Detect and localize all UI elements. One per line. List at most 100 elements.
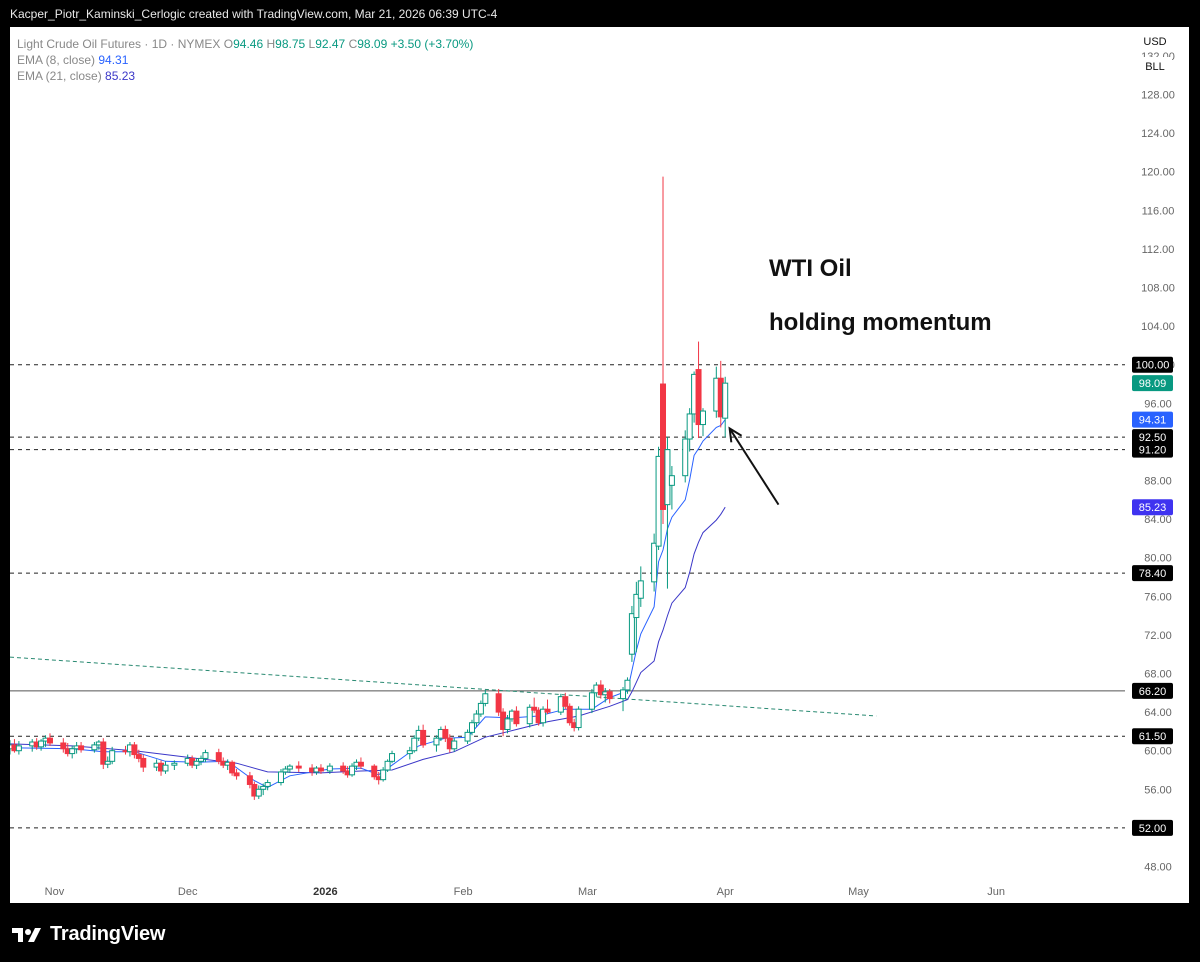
currency-button[interactable]: USD	[1138, 32, 1172, 52]
candle	[651, 533, 658, 592]
level-tag-3-bg	[1132, 565, 1173, 582]
candle-body	[477, 702, 484, 715]
legend-low: 92.47	[315, 37, 346, 51]
y-tick-label: 96.00	[1144, 398, 1172, 410]
candle	[566, 703, 573, 726]
candle	[628, 605, 635, 662]
candle-body	[260, 785, 267, 790]
unit-button[interactable]: BLL	[1138, 57, 1172, 77]
candle	[575, 706, 582, 731]
y-tick-label: 84.00	[1144, 514, 1172, 526]
trendline	[10, 656, 877, 717]
chart-credit: Kacper_Piotr_Kaminski_Cerlogic created w…	[10, 7, 498, 21]
y-tick-label: 60.00	[1144, 746, 1172, 758]
candle-body	[131, 744, 138, 756]
candle-body	[255, 788, 262, 797]
candle	[411, 735, 418, 753]
candle	[389, 750, 396, 764]
candle	[171, 760, 178, 770]
candle	[482, 689, 489, 707]
candle	[371, 764, 378, 780]
level-tag-1: 92.50	[1132, 429, 1173, 446]
y-tick-label: 48.00	[1144, 861, 1172, 873]
candle-body	[295, 765, 302, 769]
candle	[260, 783, 267, 796]
level-tag-4-bg	[1132, 682, 1173, 699]
candle-body	[140, 757, 147, 768]
y-tick-label: 80.00	[1144, 553, 1172, 565]
level-tag-2-bg	[1132, 441, 1173, 458]
candle-body	[420, 729, 427, 746]
candle-body	[229, 761, 236, 774]
legend-ema8-row: EMA (8, close) 94.31	[17, 52, 473, 68]
candle	[562, 692, 569, 710]
candle-body	[628, 613, 635, 655]
candle	[624, 677, 631, 694]
candle-body	[660, 383, 667, 510]
candle-body	[246, 775, 253, 785]
candle	[660, 176, 667, 524]
candle-body	[624, 679, 631, 691]
candle	[597, 680, 604, 699]
level-tag-6-label: 52.00	[1139, 823, 1167, 835]
candle-body	[286, 765, 293, 770]
horizontal-levels	[10, 364, 1125, 829]
candle-body	[695, 369, 702, 426]
annotation-arrow-head	[728, 426, 743, 443]
tradingview-logo-icon	[12, 927, 41, 942]
candle	[317, 764, 324, 774]
candle-body	[620, 689, 627, 700]
candle	[495, 688, 502, 716]
time-axis: Nov Dec 2026 Feb Mar Apr May Jun	[45, 886, 1005, 898]
price-tag-2-bg	[1132, 499, 1173, 516]
candle	[664, 437, 671, 589]
candle-body	[60, 742, 67, 750]
y-tick-label: 112.00	[1142, 244, 1175, 256]
y-tick-label: 88.00	[1144, 476, 1172, 488]
x-tick-label: May	[848, 886, 869, 898]
price-chart[interactable]: WTI Oil holding momentum 48.00 52.00 56.00 6…	[10, 27, 1189, 903]
candle-body	[686, 413, 693, 440]
candle	[668, 466, 675, 510]
level-tag-0-bg	[1132, 356, 1173, 373]
y-tick-label: 56.00	[1144, 784, 1172, 796]
candle-body	[91, 744, 98, 751]
ema-layer	[10, 419, 726, 788]
candle-body	[198, 757, 205, 762]
ema21-line	[10, 506, 726, 774]
candle-body	[637, 580, 644, 599]
y-tick-label: 120.00	[1141, 167, 1175, 179]
candle-body	[162, 764, 169, 772]
price-tag-0: 98.09	[1132, 375, 1173, 392]
candle-body	[433, 737, 440, 746]
candle	[91, 742, 98, 753]
candle-body	[451, 740, 458, 750]
candle	[686, 408, 693, 452]
candle-body	[682, 438, 689, 477]
candle	[233, 769, 240, 780]
candle-body	[526, 706, 533, 725]
candle	[100, 738, 107, 770]
y-tick-label: 76.00	[1144, 591, 1172, 603]
level-tag-3-label: 78.40	[1139, 568, 1167, 580]
trendline-layer	[10, 656, 877, 717]
candle	[464, 729, 471, 744]
annotation-layer: WTI Oil holding momentum	[728, 255, 992, 506]
candle	[699, 408, 706, 437]
price-tag-1-label: 94.31	[1139, 415, 1167, 427]
candle-body	[504, 718, 511, 730]
candle-body	[473, 713, 480, 724]
level-tag-6: 52.00	[1132, 819, 1173, 836]
candle-body	[15, 745, 22, 752]
price-tag-0-bg	[1132, 375, 1173, 392]
x-tick-label: 2026	[313, 886, 337, 898]
candle	[135, 749, 142, 763]
chart-panel[interactable]: WTI Oil holding momentum 48.00 52.00 56.00 6…	[10, 27, 1189, 903]
y-tick-label: 128.00	[1141, 90, 1175, 102]
level-tag-2-label: 91.20	[1139, 445, 1167, 457]
tradingview-logo[interactable]: TradingView	[12, 923, 165, 946]
y-tick-label: 116.00	[1142, 205, 1175, 217]
x-tick-label: Nov	[45, 886, 65, 898]
candle	[215, 748, 222, 765]
candle-body	[389, 753, 396, 762]
